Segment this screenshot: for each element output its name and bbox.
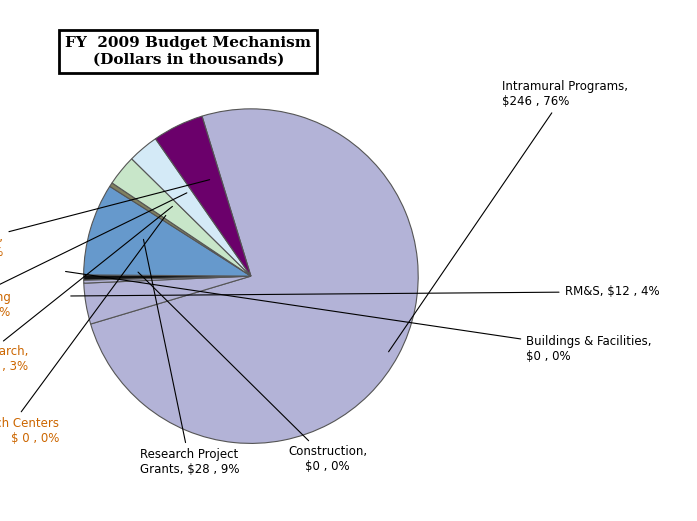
Wedge shape xyxy=(84,276,251,283)
Text: RM&S, $12 , 4%: RM&S, $12 , 4% xyxy=(71,286,659,298)
Text: R&D Contracts,
$16 , 5%: R&D Contracts, $16 , 5% xyxy=(0,180,210,259)
Wedge shape xyxy=(112,159,251,276)
Text: Construction,
$0 , 0%: Construction, $0 , 0% xyxy=(138,272,367,474)
Wedge shape xyxy=(84,275,251,280)
Wedge shape xyxy=(91,109,418,443)
Text: FY  2009 Budget Mechanism
(Dollars in thousands): FY 2009 Budget Mechanism (Dollars in tho… xyxy=(66,36,311,67)
Text: Research Training
$11 , 3%: Research Training $11 , 3% xyxy=(0,193,187,319)
Wedge shape xyxy=(109,183,251,276)
Text: Research Centers
$ 0 , 0%: Research Centers $ 0 , 0% xyxy=(0,216,166,445)
Text: Research Project
Grants, $28 , 9%: Research Project Grants, $28 , 9% xyxy=(140,239,239,476)
Text: Intramural Programs,
$246 , 76%: Intramural Programs, $246 , 76% xyxy=(388,80,628,352)
Wedge shape xyxy=(84,187,251,276)
Wedge shape xyxy=(132,139,251,276)
Text: Other Research,
$10 , 3%: Other Research, $10 , 3% xyxy=(0,206,172,374)
Wedge shape xyxy=(84,276,251,324)
Wedge shape xyxy=(155,116,251,276)
Text: Buildings & Facilities,
$0 , 0%: Buildings & Facilities, $0 , 0% xyxy=(66,271,652,363)
